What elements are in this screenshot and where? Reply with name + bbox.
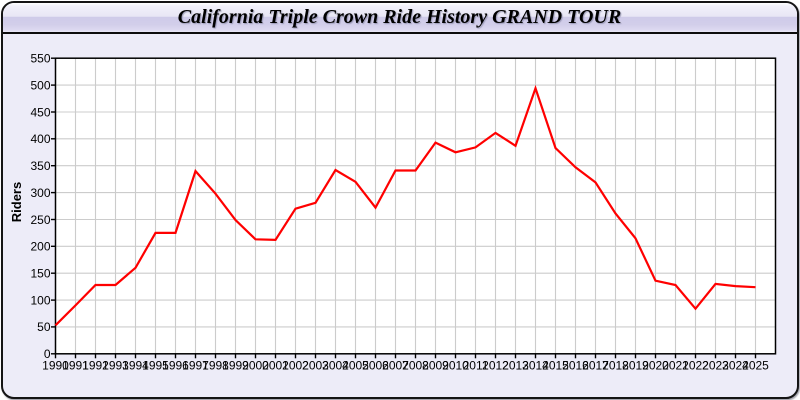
svg-text:2023: 2023	[702, 359, 729, 373]
svg-text:350: 350	[30, 159, 50, 173]
svg-text:Riders: Riders	[9, 182, 24, 222]
svg-text:2025: 2025	[742, 359, 769, 373]
svg-text:1998: 1998	[202, 359, 229, 373]
svg-text:2009: 2009	[422, 359, 449, 373]
svg-text:2024: 2024	[722, 359, 749, 373]
svg-text:2000: 2000	[242, 359, 269, 373]
svg-text:2020: 2020	[642, 359, 669, 373]
svg-text:2002: 2002	[282, 359, 309, 373]
svg-text:2012: 2012	[482, 359, 509, 373]
svg-text:250: 250	[30, 213, 50, 227]
svg-text:500: 500	[30, 78, 50, 92]
svg-text:2014: 2014	[522, 359, 549, 373]
svg-text:2018: 2018	[602, 359, 629, 373]
svg-text:2013: 2013	[502, 359, 529, 373]
svg-text:150: 150	[30, 267, 50, 281]
svg-text:2004: 2004	[322, 359, 349, 373]
svg-text:200: 200	[30, 240, 50, 254]
svg-text:1995: 1995	[142, 359, 169, 373]
svg-text:2019: 2019	[622, 359, 649, 373]
svg-text:50: 50	[37, 320, 51, 334]
svg-text:1991: 1991	[62, 359, 89, 373]
svg-text:2022: 2022	[682, 359, 709, 373]
svg-text:550: 550	[30, 52, 50, 66]
svg-text:1999: 1999	[222, 359, 249, 373]
svg-text:2001: 2001	[262, 359, 289, 373]
svg-text:1994: 1994	[122, 359, 149, 373]
svg-text:1997: 1997	[182, 359, 209, 373]
svg-text:2010: 2010	[442, 359, 469, 373]
svg-text:100: 100	[30, 293, 50, 307]
svg-text:2003: 2003	[302, 359, 329, 373]
svg-text:0: 0	[44, 347, 51, 361]
svg-text:2017: 2017	[582, 359, 609, 373]
svg-text:2015: 2015	[542, 359, 569, 373]
svg-text:2005: 2005	[342, 359, 369, 373]
svg-text:2006: 2006	[362, 359, 389, 373]
svg-text:1996: 1996	[162, 359, 189, 373]
svg-text:2021: 2021	[662, 359, 689, 373]
svg-text:1990: 1990	[42, 359, 69, 373]
svg-text:1992: 1992	[82, 359, 109, 373]
svg-text:2016: 2016	[562, 359, 589, 373]
svg-text:450: 450	[30, 105, 50, 119]
svg-text:300: 300	[30, 186, 50, 200]
svg-text:2008: 2008	[402, 359, 429, 373]
svg-text:2007: 2007	[382, 359, 409, 373]
svg-text:2011: 2011	[463, 359, 489, 373]
svg-text:1993: 1993	[102, 359, 129, 373]
svg-text:400: 400	[30, 132, 50, 146]
